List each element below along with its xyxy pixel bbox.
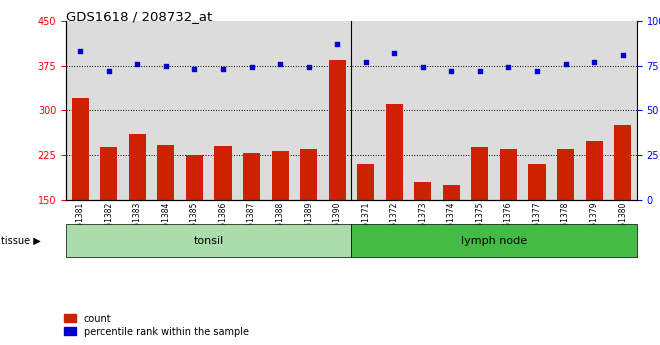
Point — [446, 68, 457, 74]
Bar — [471, 147, 488, 200]
Point — [475, 68, 485, 74]
Bar — [129, 134, 146, 200]
Point — [132, 61, 143, 67]
Bar — [385, 105, 403, 200]
Legend: count, percentile rank within the sample: count, percentile rank within the sample — [64, 314, 249, 337]
Text: lymph node: lymph node — [461, 236, 527, 246]
Bar — [500, 149, 517, 200]
Bar — [557, 149, 574, 200]
Point — [389, 50, 399, 56]
Point — [104, 68, 114, 74]
Text: tissue ▶: tissue ▶ — [1, 236, 40, 246]
Point — [304, 65, 314, 70]
Bar — [72, 98, 89, 200]
Point — [589, 59, 599, 65]
Point — [617, 52, 628, 58]
Bar — [157, 145, 174, 200]
Bar — [186, 155, 203, 200]
Point — [246, 65, 257, 70]
Bar — [271, 151, 288, 200]
Bar — [357, 164, 374, 200]
Point — [189, 66, 200, 72]
Point — [418, 65, 428, 70]
Point — [75, 48, 86, 54]
Bar — [351, 224, 637, 257]
Bar — [66, 224, 351, 257]
Point — [360, 59, 371, 65]
Bar — [329, 60, 346, 200]
Point — [532, 68, 543, 74]
Bar — [529, 164, 546, 200]
Bar — [100, 147, 117, 200]
Bar — [414, 182, 432, 200]
Bar — [214, 146, 232, 200]
Bar — [300, 149, 317, 200]
Point — [160, 63, 171, 68]
Bar — [243, 154, 260, 200]
Point — [218, 66, 228, 72]
Bar — [585, 141, 603, 200]
Text: GDS1618 / 208732_at: GDS1618 / 208732_at — [66, 10, 213, 23]
Bar — [443, 185, 460, 200]
Text: tonsil: tonsil — [193, 236, 224, 246]
Point — [275, 61, 285, 67]
Point — [332, 41, 343, 47]
Point — [560, 61, 571, 67]
Bar — [614, 125, 631, 200]
Point — [503, 65, 513, 70]
